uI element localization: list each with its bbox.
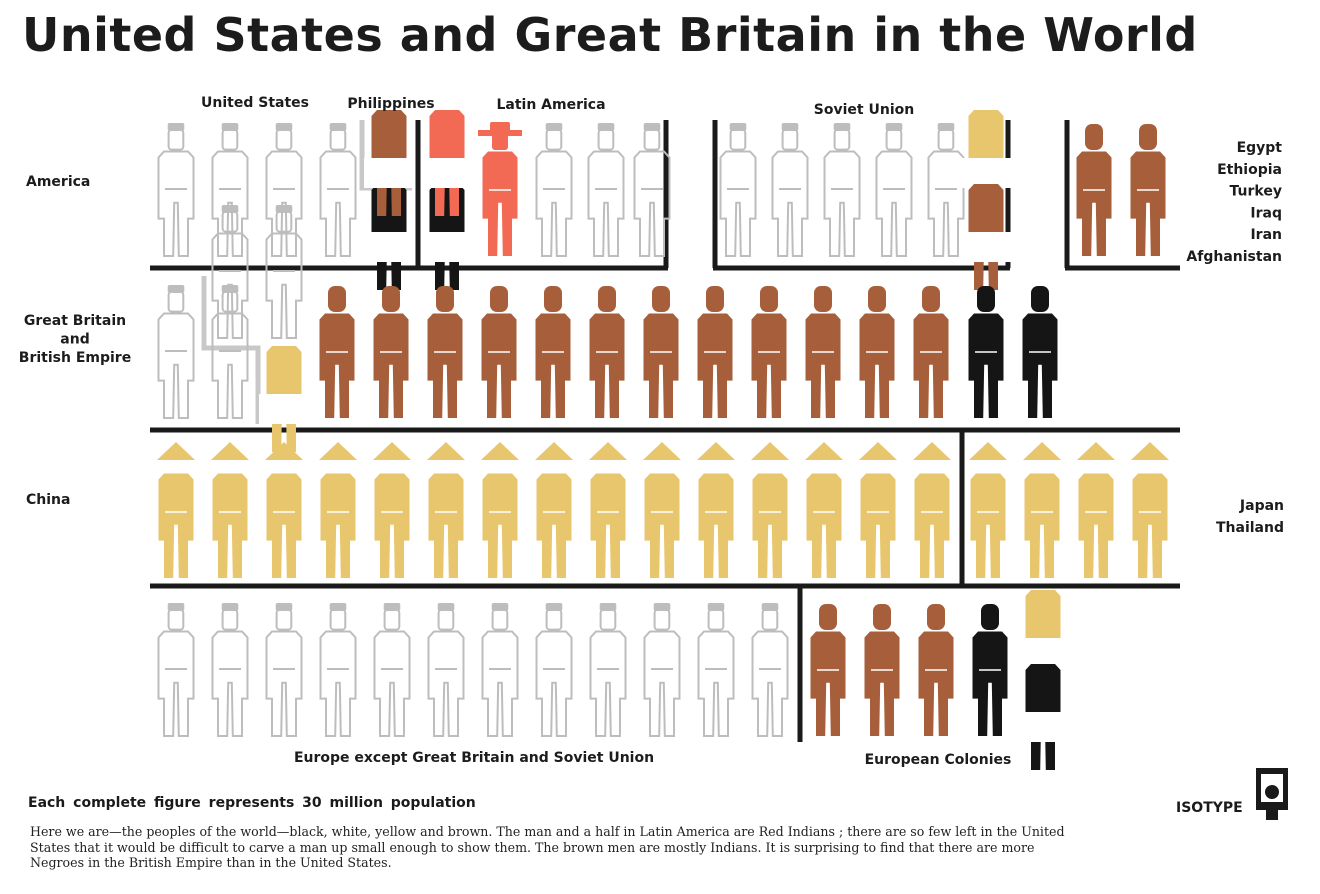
figure-brown <box>481 286 517 418</box>
britain-divider <box>201 276 261 424</box>
figure-white <box>427 603 465 737</box>
figure-white <box>319 603 357 737</box>
figure-black <box>1022 286 1058 418</box>
figure-brown <box>918 604 954 736</box>
figure-white <box>823 123 861 257</box>
figure-yellow <box>427 442 465 578</box>
figure-black <box>972 604 1008 736</box>
figure-white <box>481 603 519 737</box>
figure-yellow <box>1131 442 1169 578</box>
figure-brown <box>805 286 841 418</box>
figure-brown <box>913 286 949 418</box>
figure-yellow <box>211 442 249 578</box>
label-china: China <box>26 492 70 508</box>
figure-brown <box>864 604 900 736</box>
figure-black-half <box>422 184 472 290</box>
label-japan-thailand: Japan Thailand <box>1216 498 1284 536</box>
figure-white <box>211 123 249 257</box>
brand-label: ISOTYPE <box>1176 800 1243 816</box>
figure-white <box>771 123 809 257</box>
figure-brown <box>810 604 846 736</box>
figure-brown <box>697 286 733 418</box>
figure-yellow <box>697 442 735 578</box>
figure-white <box>319 123 357 257</box>
label-united-states: United States <box>201 95 309 111</box>
label-america: America <box>26 174 90 190</box>
figure-white <box>719 123 757 257</box>
figure-yellow <box>969 442 1007 578</box>
figure-white <box>157 123 195 257</box>
figure-yellow <box>589 442 627 578</box>
figure-brown <box>643 286 679 418</box>
figure-white <box>211 603 249 737</box>
figure-yellow <box>265 442 303 578</box>
figure-white <box>875 123 913 257</box>
figure-brown <box>373 286 409 418</box>
label-latin-america: Latin America <box>496 97 605 113</box>
figure-white <box>643 603 681 737</box>
figure-white-half <box>633 123 671 257</box>
figure-red-half <box>422 110 472 216</box>
figure-yellow <box>535 442 573 578</box>
figure-brown <box>751 286 787 418</box>
figure-yellow <box>859 442 897 578</box>
label-philippines: Philippines <box>347 96 434 112</box>
figure-white <box>535 603 573 737</box>
figure-white <box>927 123 965 257</box>
figure-white <box>157 603 195 737</box>
label-european-colonies: European Colonies <box>865 752 1012 768</box>
figure-white <box>697 603 735 737</box>
figure-brown <box>1130 124 1166 256</box>
figure-yellow <box>319 442 357 578</box>
label-middle-east: Egypt Ethiopia Turkey Iraq Iran Afghanistan <box>1186 140 1282 265</box>
figure-yellow <box>481 442 519 578</box>
figure-white <box>589 603 627 737</box>
figure-brown <box>859 286 895 418</box>
figure-yellow <box>751 442 789 578</box>
figure-yellow <box>1077 442 1115 578</box>
figure-white-half <box>211 205 249 339</box>
figure-brown-half <box>961 184 1011 290</box>
label-soviet-union: Soviet Union <box>814 102 914 118</box>
figure-brown <box>589 286 625 418</box>
label-great-britain: Great Britain and British Empire <box>19 313 131 366</box>
figure-white <box>373 603 411 737</box>
figure-white <box>535 123 573 257</box>
figure-yellow <box>1023 442 1061 578</box>
figure-white-half <box>211 285 249 419</box>
scale-note: Each complete figure represents 30 milli… <box>28 795 476 811</box>
figure-brown <box>319 286 355 418</box>
caption-text: Here we are—the peoples of the world—bla… <box>30 824 1065 870</box>
figure-white-half <box>265 205 303 339</box>
figure-black-half <box>364 184 414 290</box>
figure-red <box>478 122 522 256</box>
figure-white <box>265 123 303 257</box>
label-europe: Europe except Great Britain and Soviet U… <box>294 750 654 766</box>
figure-white <box>265 603 303 737</box>
figure-brown <box>427 286 463 418</box>
figure-brown <box>535 286 571 418</box>
page-title: United States and Great Britain in the W… <box>22 8 1198 62</box>
isotype-logo-icon <box>1256 768 1288 820</box>
figure-black <box>968 286 1004 418</box>
figure-yellow <box>913 442 951 578</box>
figure-yellow <box>157 442 195 578</box>
figure-yellow <box>373 442 411 578</box>
figure-white <box>587 123 625 257</box>
figure-brown <box>1076 124 1112 256</box>
figure-yellow <box>805 442 843 578</box>
figure-white <box>157 285 195 419</box>
figure-brown-half <box>364 110 414 216</box>
figure-black-half <box>1018 664 1068 770</box>
figure-yellow <box>643 442 681 578</box>
figure-yellow-half <box>259 346 309 452</box>
figure-white <box>751 603 789 737</box>
